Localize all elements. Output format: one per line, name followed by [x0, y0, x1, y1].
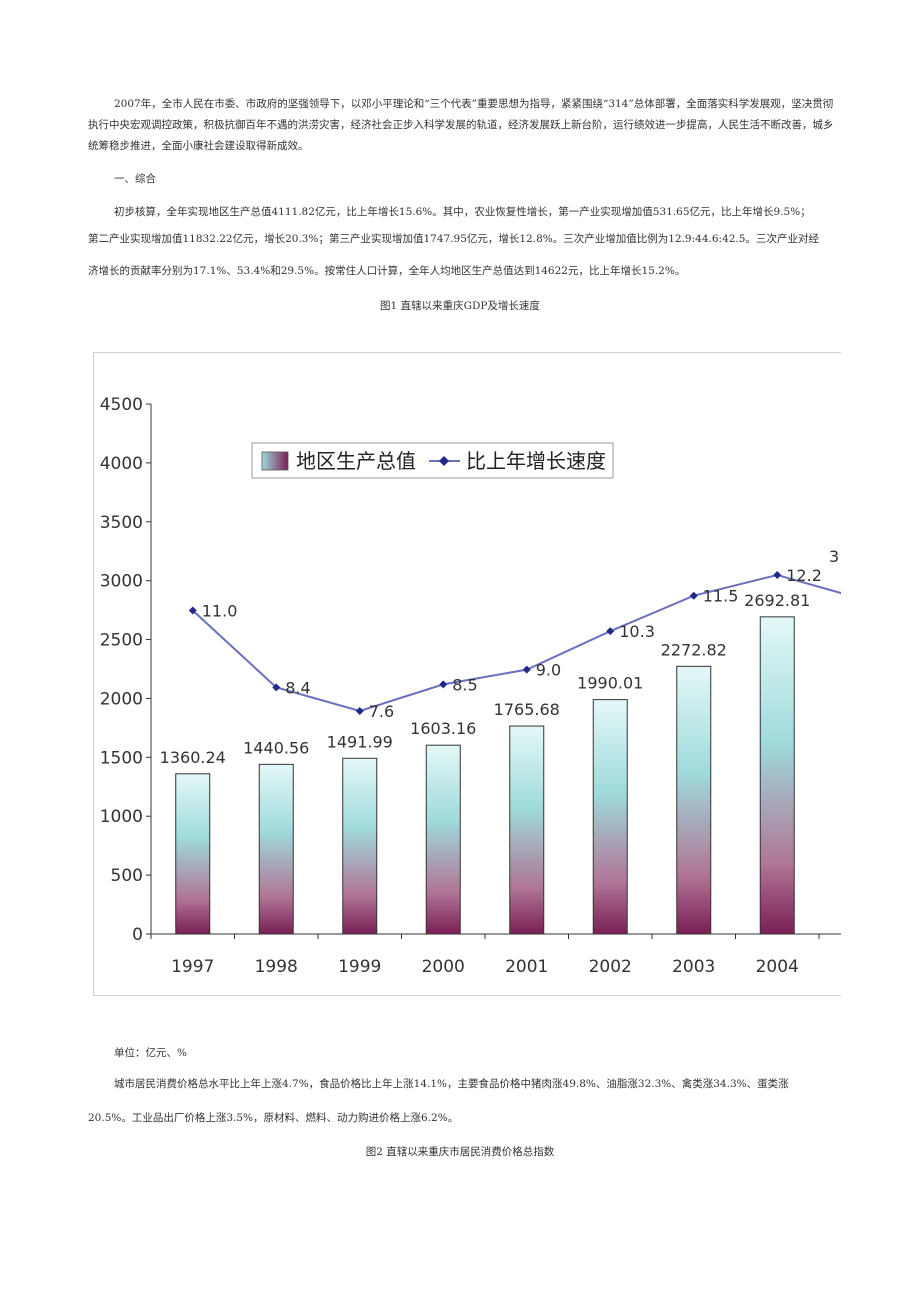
growth-marker	[522, 665, 531, 674]
y-tick-label: 4500	[100, 395, 143, 415]
gdp-bar-value-label: 1765.68	[494, 700, 560, 719]
growth-value-label: 9.0	[536, 661, 561, 680]
y-tick-label: 3000	[100, 572, 143, 592]
growth-marker	[439, 680, 448, 689]
gdp-bar-value-label: 1360.24	[160, 748, 226, 767]
growth-value-label: 8.5	[452, 675, 477, 694]
gdp-bar-value-label: 2692.81	[744, 591, 810, 610]
y-tick-label: 2500	[100, 631, 143, 651]
growth-marker	[188, 606, 197, 615]
legend-line-label: 比上年增长速度	[466, 449, 606, 473]
growth-marker	[355, 707, 364, 715]
x-tick-label: 2002	[589, 957, 632, 977]
truncated-growth-label: 3	[829, 547, 839, 566]
figure1-caption: 图1 直辖以来重庆GDP及增长速度	[380, 300, 540, 312]
growth-value-label: 11.5	[703, 587, 739, 606]
gdp-bar-value-label: 1990.01	[577, 674, 643, 693]
growth-marker	[606, 627, 615, 636]
gdp-bar-value-label: 1603.16	[410, 719, 476, 738]
gdp-bar-value-label: 1491.99	[327, 732, 393, 751]
y-tick-label: 1000	[100, 807, 143, 827]
legend-diamond-icon	[439, 456, 449, 466]
gdp-bar	[425, 744, 461, 935]
gdp-paragraph-line-2: 第二产业实现增加值11832.22亿元，增长20.3%；第三产业实现增加值174…	[88, 233, 819, 245]
gdp-paragraph-line-3: 济增长的贡献率分别为17.1%、53.4%和29.5%。按常住人口计算，全年人均…	[88, 265, 686, 277]
figure2-caption: 图2 直辖以来重庆市居民消费价格总指数	[365, 1146, 555, 1158]
y-tick-label: 0	[132, 925, 143, 945]
gdp-bar	[258, 763, 294, 935]
x-tick-label: 1997	[171, 957, 214, 977]
gdp-bar-value-label: 2272.82	[661, 640, 727, 659]
growth-value-label: 10.3	[619, 622, 655, 641]
gdp-bar-value-label: 1440.56	[243, 738, 309, 757]
growth-line-series: 11.0 8.4 7.6 8.5 9.0 10.3 11.5 12.2 3	[188, 547, 841, 721]
legend-bar-swatch	[261, 451, 289, 471]
y-tick-label: 2000	[100, 689, 143, 709]
x-tick-label: 1999	[338, 957, 381, 977]
gdp-bar	[592, 699, 628, 935]
gdp-bar	[509, 725, 545, 935]
growth-marker	[689, 591, 698, 600]
legend-bar-label: 地区生产总值	[296, 449, 416, 473]
gdp-chart: 0 500 1000 1500 2000 2500 3000 3500 4000 4500 1997…	[93, 352, 841, 996]
bar-series: 1360.24 1440.56 1491.99 1603.16 1765.68 1990.…	[160, 591, 810, 935]
growth-marker	[272, 683, 281, 692]
y-tick-label: 500	[111, 866, 143, 886]
chart-axes: 0 500 1000 1500 2000 2500 3000 3500 4000 4500 1997…	[100, 395, 841, 977]
growth-value-label: 7.6	[369, 702, 394, 721]
gdp-bar	[759, 616, 795, 935]
gdp-bar	[676, 665, 712, 935]
intro-paragraph: 2007年，全市人民在市委、市政府的坚强领导下，以邓小平理论和“三个代表”重要思…	[88, 98, 834, 152]
x-tick-label: 2000	[422, 957, 465, 977]
gdp-paragraph-line-1: 初步核算，全年实现地区生产总值4111.82亿元，比上年增长15.6%。其中，农…	[114, 206, 811, 218]
unit-note: 单位：亿元、%	[114, 1047, 187, 1059]
section-heading: 一、综合	[114, 173, 156, 185]
y-tick-label: 3500	[100, 513, 143, 533]
growth-value-label: 11.0	[202, 601, 238, 620]
gdp-chart-svg: 0 500 1000 1500 2000 2500 3000 3500 4000 4500 1997…	[100, 395, 841, 977]
gdp-bar	[175, 773, 211, 935]
y-tick-label: 1500	[100, 748, 143, 768]
cpi-paragraph-line-1: 城市居民消费价格总水平比上年上涨4.7%，食品价格比上年上涨14.1%，主要食品…	[114, 1078, 789, 1090]
x-tick-label: 2004	[756, 957, 799, 977]
x-tick-label: 1998	[255, 957, 298, 977]
gdp-bar	[342, 757, 378, 935]
growth-value-label: 12.2	[786, 566, 822, 585]
growth-marker	[773, 571, 782, 579]
y-tick-label: 4000	[100, 454, 143, 474]
x-tick-label: 2001	[505, 957, 548, 977]
growth-value-label: 8.4	[285, 678, 310, 697]
x-tick-label: 2003	[672, 957, 715, 977]
cpi-paragraph-line-2: 20.5%。工业品出厂价格上涨3.5%，原材料、燃料、动力购进价格上涨6.2%。	[88, 1112, 459, 1124]
chart-legend: 地区生产总值 比上年增长速度	[251, 442, 614, 479]
